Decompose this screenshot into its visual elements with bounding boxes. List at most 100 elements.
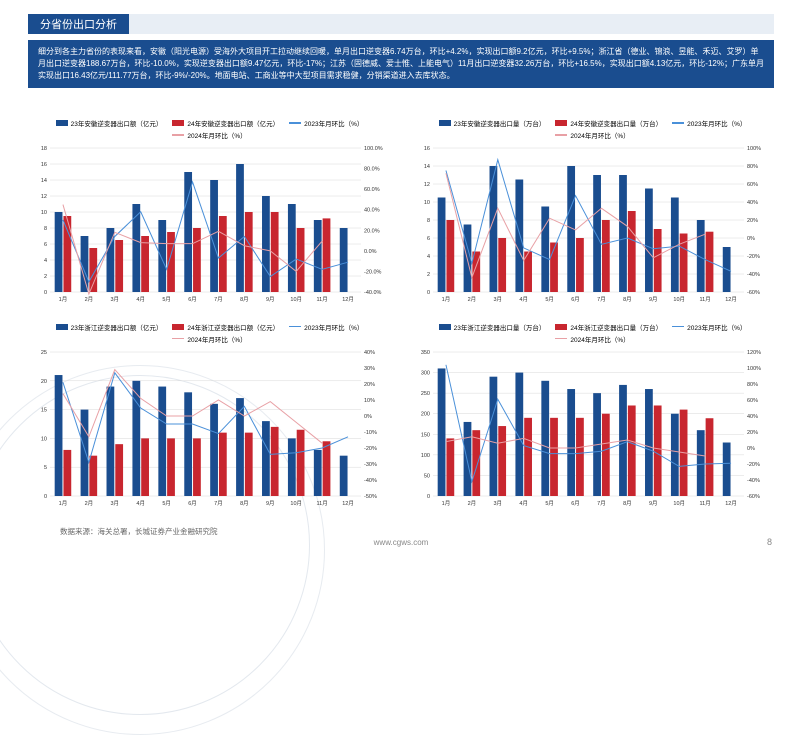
- chart-zhejiang-value: 23年浙江逆变器出口额（亿元）24年浙江逆变器出口额（亿元）2023年月环比（%…: [28, 322, 391, 516]
- legend-swatch: [289, 122, 301, 124]
- svg-text:3月: 3月: [111, 296, 120, 303]
- legend-swatch: [555, 120, 567, 126]
- svg-text:350: 350: [421, 350, 430, 356]
- svg-text:20%: 20%: [747, 430, 758, 436]
- page-title: 分省份出口分析: [28, 14, 129, 34]
- svg-text:7月: 7月: [214, 296, 223, 303]
- svg-text:80.0%: 80.0%: [364, 167, 380, 173]
- svg-text:-30%: -30%: [364, 462, 377, 468]
- svg-text:16: 16: [424, 146, 430, 152]
- svg-text:12月: 12月: [725, 296, 737, 303]
- legend-item: 2023年月环比（%）: [672, 322, 746, 332]
- chart-svg: 050100150200250300350-60%-40%-20%0%20%40…: [411, 348, 774, 510]
- legend-label: 2023年月环比（%）: [304, 118, 363, 128]
- legend-swatch: [555, 134, 567, 136]
- svg-text:10%: 10%: [364, 398, 375, 404]
- svg-text:-40%: -40%: [747, 478, 760, 484]
- svg-text:40%: 40%: [747, 414, 758, 420]
- svg-text:2: 2: [427, 272, 430, 278]
- legend-swatch: [56, 324, 68, 330]
- svg-text:5月: 5月: [162, 296, 171, 303]
- legend-item: 2024年月环比（%）: [555, 130, 629, 140]
- svg-text:-40.0%: -40.0%: [364, 290, 382, 296]
- svg-text:9月: 9月: [266, 500, 275, 507]
- svg-text:2月: 2月: [468, 500, 477, 507]
- legend-swatch: [172, 120, 184, 126]
- svg-text:30%: 30%: [364, 366, 375, 372]
- legend-item: 23年安徽逆变器出口额（亿元）: [56, 118, 163, 128]
- legend-label: 24年浙江逆变器出口额（亿元）: [187, 322, 279, 332]
- svg-text:15: 15: [41, 407, 47, 413]
- svg-text:25: 25: [41, 350, 47, 356]
- header-bar: 分省份出口分析: [28, 14, 774, 34]
- legend-label: 24年安徽逆变器出口量（万台）: [570, 118, 662, 128]
- svg-text:-10%: -10%: [364, 430, 377, 436]
- svg-text:0%: 0%: [747, 236, 755, 242]
- legend-item: 24年安徽逆变器出口量（万台）: [555, 118, 662, 128]
- svg-text:9月: 9月: [266, 296, 275, 303]
- svg-text:0%: 0%: [364, 414, 372, 420]
- svg-text:1月: 1月: [59, 296, 68, 303]
- legend: 23年安徽逆变器出口量（万台） 24年安徽逆变器出口量（万台） 2023年月环比（%…: [411, 118, 774, 140]
- svg-text:11月: 11月: [700, 296, 711, 303]
- svg-text:120%: 120%: [747, 350, 761, 356]
- legend-item: 23年浙江逆变器出口量（万台）: [439, 322, 546, 332]
- legend-swatch: [555, 324, 567, 330]
- svg-text:8: 8: [427, 218, 430, 224]
- svg-text:100: 100: [421, 452, 430, 458]
- legend-label: 2023年月环比（%）: [687, 118, 746, 128]
- chart-zhejiang-volume: 23年浙江逆变器出口量（万台） 24年浙江逆变器出口量（万台） 2023年月环比（%…: [411, 322, 774, 516]
- svg-text:10月: 10月: [673, 500, 685, 507]
- legend-label: 2023年月环比（%）: [687, 322, 746, 332]
- legend-swatch: [172, 134, 184, 136]
- legend-swatch: [56, 120, 68, 126]
- svg-text:20%: 20%: [364, 382, 375, 388]
- legend-label: 23年安徽逆变器出口量（万台）: [454, 118, 546, 128]
- footer-url: www.cgws.com: [0, 538, 802, 547]
- legend-item: 24年安徽逆变器出口额（亿元）: [172, 118, 279, 128]
- svg-text:300: 300: [421, 370, 430, 376]
- svg-text:1月: 1月: [59, 500, 68, 507]
- svg-text:6月: 6月: [571, 296, 580, 303]
- svg-text:40%: 40%: [747, 200, 758, 206]
- svg-text:18: 18: [41, 146, 47, 152]
- svg-text:1月: 1月: [442, 500, 451, 507]
- svg-text:11月: 11月: [317, 500, 328, 507]
- description-box: 细分到各主力省份的表现来看，安徽（阳光电源）受海外大项目开工拉动继续回暖，单月出…: [28, 40, 774, 88]
- svg-text:3月: 3月: [494, 296, 503, 303]
- svg-text:-60%: -60%: [747, 494, 760, 500]
- svg-text:-20%: -20%: [747, 462, 760, 468]
- svg-text:80%: 80%: [747, 382, 758, 388]
- svg-text:-20%: -20%: [364, 446, 377, 452]
- legend-item: 24年浙江逆变器出口额（亿元）: [172, 322, 279, 332]
- svg-text:50: 50: [424, 473, 430, 479]
- legend-label: 23年浙江逆变器出口量（万台）: [454, 322, 546, 332]
- svg-text:150: 150: [421, 432, 430, 438]
- chart-anhui-volume: 23年安徽逆变器出口量（万台） 24年安徽逆变器出口量（万台） 2023年月环比（%…: [411, 118, 774, 312]
- svg-text:0: 0: [44, 290, 47, 296]
- legend-label: 24年浙江逆变器出口量（万台）: [570, 322, 662, 332]
- legend-item: 23年安徽逆变器出口量（万台）: [439, 118, 546, 128]
- svg-text:60%: 60%: [747, 182, 758, 188]
- svg-text:40.0%: 40.0%: [364, 208, 380, 214]
- svg-text:100%: 100%: [747, 146, 761, 152]
- legend-swatch: [172, 338, 184, 340]
- legend-label: 2024年月环比（%）: [570, 130, 629, 140]
- legend-swatch: [439, 324, 451, 330]
- legend-item: 24年浙江逆变器出口量（万台）: [555, 322, 662, 332]
- svg-text:10: 10: [424, 200, 430, 206]
- charts-grid: 23年安徽逆变器出口额（亿元） 24年安徽逆变器出口额（亿元） 2023年月环比（%…: [28, 118, 774, 515]
- svg-text:20%: 20%: [747, 218, 758, 224]
- legend-item: 2023年月环比（%）: [289, 118, 363, 128]
- svg-text:6月: 6月: [571, 500, 580, 507]
- svg-text:10: 10: [41, 436, 47, 442]
- legend-swatch: [439, 120, 451, 126]
- svg-text:5: 5: [44, 465, 47, 471]
- svg-text:10月: 10月: [290, 296, 302, 303]
- svg-text:-40%: -40%: [747, 272, 760, 278]
- svg-text:80%: 80%: [747, 164, 758, 170]
- legend-label: 2024年月环比（%）: [570, 334, 629, 344]
- svg-text:7月: 7月: [214, 500, 223, 507]
- svg-text:2月: 2月: [85, 500, 94, 507]
- svg-text:0: 0: [44, 494, 47, 500]
